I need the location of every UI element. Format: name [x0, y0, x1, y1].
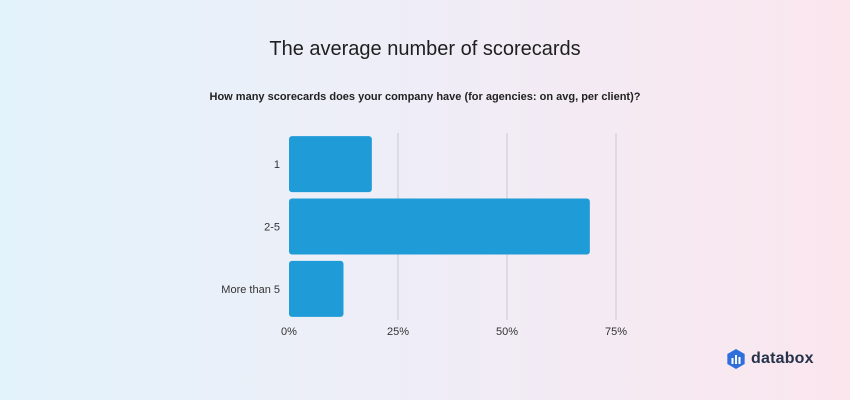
category-label: More than 5: [221, 284, 280, 296]
bar-2-5: [289, 198, 590, 255]
chart-subtitle: How many scorecards does your company ha…: [209, 91, 641, 103]
category-label: 2-5: [264, 222, 280, 234]
chart-title: The average number of scorecards: [269, 38, 581, 60]
x-tick-label: 25%: [387, 326, 409, 338]
x-tick-label: 0%: [281, 326, 297, 338]
logo-text: databox: [751, 350, 814, 367]
x-tick-label: 75%: [605, 326, 627, 338]
x-tick-label: 50%: [496, 326, 518, 338]
bar-1: [289, 136, 372, 193]
bar-more-than-5: [289, 260, 344, 317]
databox-logo: databox: [727, 349, 814, 369]
category-label: 1: [274, 159, 280, 171]
databox-logo-icon: [727, 349, 745, 369]
